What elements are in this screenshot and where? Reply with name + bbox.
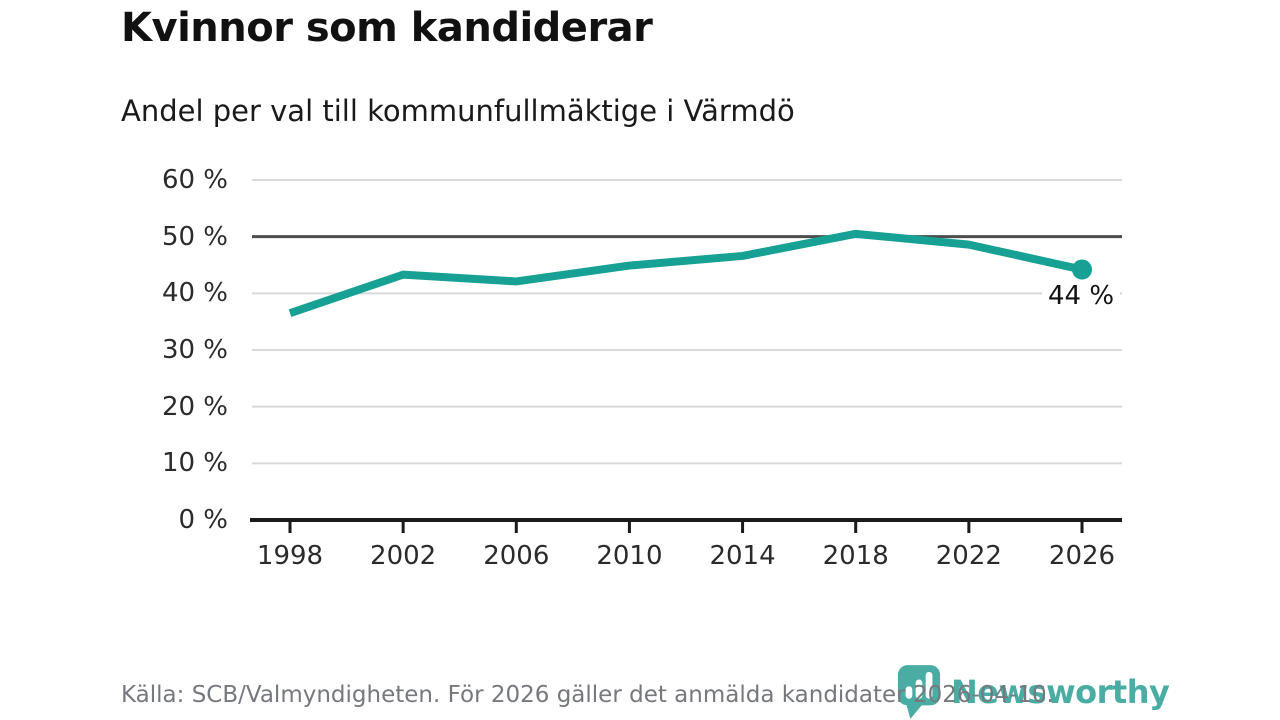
- y-axis-tick-label: 60 %: [161, 165, 228, 195]
- page-title: Kvinnor som kandiderar: [121, 5, 653, 51]
- y-axis-tick-label: 20 %: [161, 391, 228, 422]
- x-axis-tick-label: 2014: [709, 541, 776, 571]
- newsworthy-logo: Newsworthy: [896, 664, 1170, 720]
- newsworthy-logo-text: Newsworthy: [951, 673, 1170, 711]
- series-end-value-label: 44 %: [1042, 279, 1121, 312]
- y-axis-tick-label: 0 %: [178, 505, 228, 535]
- speech-bubble-bar-chart-icon: [897, 665, 941, 719]
- source-note: Källa: SCB/Valmyndigheten. För 2026 gäll…: [121, 682, 1054, 708]
- y-axis-tick-label: 40 %: [161, 278, 228, 309]
- chart-subtitle: Andel per val till kommunfullmäktige i V…: [121, 94, 795, 128]
- data-line-women-share: [288, 229, 1083, 317]
- y-axis-tick-label: 10 %: [161, 448, 228, 479]
- x-axis-tick-label: 2006: [483, 541, 550, 571]
- x-axis-tick-label: 2002: [370, 541, 437, 571]
- x-axis-tick-label: 2022: [935, 541, 1002, 571]
- endpoint-marker: [1072, 259, 1092, 280]
- x-axis-tick-label: 2018: [822, 541, 889, 571]
- y-axis-tick-label: 30 %: [161, 335, 228, 365]
- x-axis-tick-label: 2026: [1048, 541, 1116, 571]
- x-axis-tick-label: 2010: [596, 541, 663, 571]
- y-axis-tick-label: 50 %: [161, 221, 228, 252]
- x-axis-tick-label: 1998: [256, 541, 324, 571]
